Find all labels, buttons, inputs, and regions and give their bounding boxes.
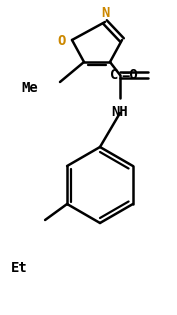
Text: Me: Me xyxy=(21,81,38,95)
Text: N: N xyxy=(101,6,109,20)
Text: O: O xyxy=(58,34,66,48)
Text: C: C xyxy=(110,68,118,82)
Text: Et: Et xyxy=(11,261,28,275)
Text: =O: =O xyxy=(121,68,138,82)
Text: NH: NH xyxy=(112,105,128,119)
